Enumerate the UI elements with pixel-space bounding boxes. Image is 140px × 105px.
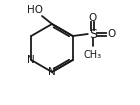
Text: HO: HO bbox=[27, 5, 43, 15]
Text: N: N bbox=[27, 55, 35, 65]
Text: S: S bbox=[89, 28, 97, 41]
Text: O: O bbox=[108, 29, 116, 39]
Text: O: O bbox=[89, 13, 97, 23]
Text: N: N bbox=[48, 67, 56, 77]
Text: CH₃: CH₃ bbox=[84, 50, 102, 60]
